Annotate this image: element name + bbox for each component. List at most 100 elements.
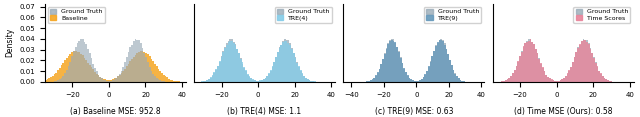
Bar (105, 79, 106, 82)
Bar (512, 73, 514, 82)
Bar (250, 78, 252, 82)
Bar (228, 41, 229, 82)
Bar (126, 57, 127, 82)
Bar (570, 67, 572, 82)
Text: (c) TRE(9) MSE: 0.63: (c) TRE(9) MSE: 0.63 (374, 107, 453, 116)
Bar (120, 71, 122, 82)
Bar (598, 71, 600, 82)
Bar (99, 77, 101, 82)
Bar (415, 81, 417, 82)
Bar (159, 71, 161, 82)
Bar (127, 64, 129, 82)
Bar (460, 80, 461, 82)
Bar (579, 44, 580, 82)
Bar (270, 70, 271, 82)
Bar (516, 66, 517, 82)
Bar (110, 81, 112, 82)
Bar (242, 62, 243, 82)
Bar (119, 74, 120, 82)
Bar (415, 81, 417, 82)
Bar (373, 78, 375, 82)
Bar (145, 57, 147, 82)
Bar (535, 49, 537, 82)
Bar (424, 74, 426, 82)
Bar (45, 80, 47, 82)
Bar (445, 49, 447, 82)
Bar (524, 43, 526, 82)
Bar (526, 41, 528, 82)
Bar (447, 54, 449, 82)
Bar (122, 71, 124, 82)
Bar (463, 81, 465, 82)
Bar (70, 54, 71, 82)
Bar (294, 58, 296, 82)
Bar (245, 70, 247, 82)
Bar (412, 80, 414, 82)
Bar (127, 52, 129, 82)
Bar (454, 74, 456, 82)
Bar (64, 60, 66, 82)
Bar (215, 69, 217, 82)
Bar (126, 66, 127, 82)
Bar (451, 65, 452, 82)
Bar (537, 53, 538, 82)
Bar (68, 56, 70, 82)
Bar (143, 53, 145, 82)
Bar (89, 53, 91, 82)
Bar (56, 73, 57, 82)
Bar (572, 62, 573, 82)
Bar (238, 53, 240, 82)
Bar (575, 52, 577, 82)
Bar (565, 76, 566, 82)
Bar (282, 42, 284, 82)
Bar (266, 76, 268, 82)
Bar (526, 42, 528, 82)
Bar (572, 62, 573, 82)
Bar (419, 80, 421, 82)
Bar (240, 58, 242, 82)
Bar (243, 68, 245, 82)
Bar (275, 57, 277, 82)
Bar (291, 48, 292, 82)
Bar (170, 80, 172, 82)
Bar (129, 62, 131, 82)
Bar (235, 44, 236, 82)
Bar (271, 67, 273, 82)
Bar (108, 80, 110, 82)
Bar (259, 80, 261, 82)
Bar (510, 76, 512, 82)
Bar (561, 79, 563, 82)
Bar (589, 48, 591, 82)
Bar (152, 61, 154, 82)
Bar (573, 57, 575, 82)
Bar (277, 52, 278, 82)
Bar (366, 81, 368, 82)
Bar (442, 40, 444, 82)
Bar (502, 81, 503, 82)
Bar (292, 53, 294, 82)
Bar (549, 78, 551, 82)
Bar (577, 47, 579, 82)
Bar (84, 42, 85, 82)
Bar (268, 74, 270, 82)
Bar (454, 73, 456, 82)
Bar (134, 55, 136, 82)
Bar (523, 47, 524, 82)
Bar (296, 63, 298, 82)
Bar (164, 76, 166, 82)
Bar (140, 43, 141, 82)
Bar (447, 54, 449, 82)
Bar (71, 56, 73, 82)
Bar (445, 49, 447, 82)
Bar (549, 79, 551, 82)
Bar (231, 41, 233, 82)
Bar (77, 52, 78, 82)
Bar (435, 45, 436, 82)
Bar (300, 71, 301, 82)
Bar (391, 40, 393, 82)
Bar (403, 69, 405, 82)
Bar (382, 59, 384, 82)
Bar (212, 76, 214, 82)
Bar (261, 80, 263, 82)
Bar (117, 76, 119, 82)
